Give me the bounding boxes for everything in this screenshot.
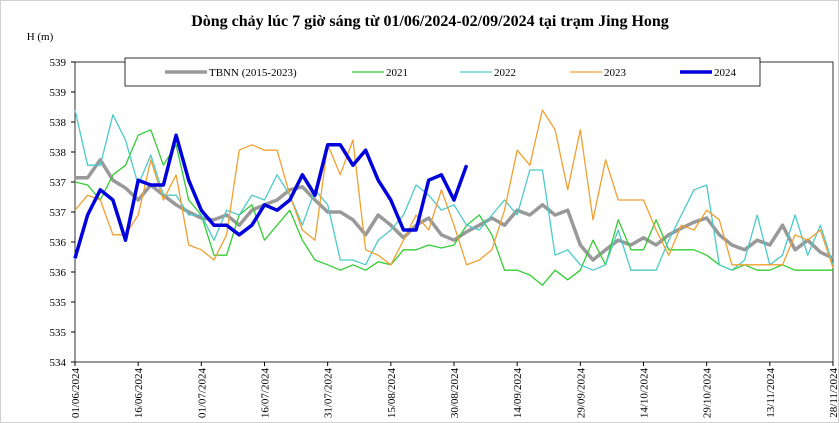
legend-label: 2024 [714,67,737,79]
legend-label: 2023 [604,67,627,79]
y-tick-label: 537 [50,177,67,189]
y-tick-label: 535 [50,327,67,339]
x-tick-label: 13/11/2024 [765,368,777,418]
y-tick-label: 539 [50,87,67,99]
y-tick-label: 534 [50,357,67,369]
y-tick-label: 539 [50,57,67,69]
legend-label: 2021 [386,67,408,79]
y-tick-label: 538 [50,147,67,159]
x-tick-label: 29/09/2024 [575,368,587,419]
series-line [75,158,834,262]
legend-label: TBNN (2015-2023) [209,67,297,79]
x-tick-label: 30/08/2024 [449,368,461,419]
legend-box [124,57,761,87]
x-tick-label: 31/07/2024 [323,368,335,419]
y-tick-label: 536 [50,237,67,249]
x-tick-label: 01/07/2024 [196,368,208,419]
x-tick-label: 29/10/2024 [702,368,714,419]
x-tick-label: 14/10/2024 [639,368,651,419]
y-tick-label: 535 [50,297,67,309]
x-tick-label: 15/08/2024 [386,368,398,419]
y-tick-label: 538 [50,117,67,129]
x-tick-label: 14/09/2024 [512,368,524,419]
y-tick-label: 537 [50,207,67,219]
y-axis-label: H (m) [27,31,54,43]
x-tick-label: 28/11/2024 [828,368,839,418]
series-line [74,109,834,271]
chart-title: Dòng chảy lúc 7 giờ sáng từ 01/06/2024-0… [191,13,669,30]
series-line [74,109,834,269]
x-tick-label: 16/06/2024 [133,368,145,419]
y-tick-label: 536 [50,267,67,279]
x-tick-label: 16/07/2024 [260,368,272,419]
series-line [73,133,469,259]
x-tick-label: 01/06/2024 [70,368,82,419]
legend-label: 2022 [494,67,516,79]
